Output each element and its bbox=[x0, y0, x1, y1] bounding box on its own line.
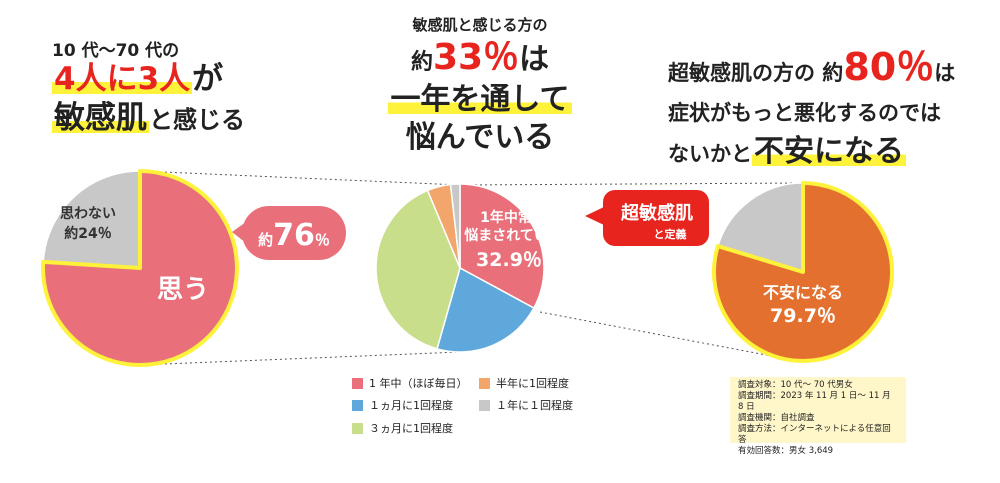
legend-item-quarterly: ３ヵ月に1回程度 bbox=[352, 420, 453, 436]
legend-item-monthly: １ヵ月に1回程度 bbox=[352, 397, 453, 413]
callout-2-line1: 超敏感肌 bbox=[621, 202, 693, 224]
headline-2-percent: 33％ bbox=[432, 37, 520, 78]
headline-2-post: は bbox=[519, 42, 550, 77]
headline-3-line2: 症状がもっと悪化するのでは bbox=[668, 100, 941, 125]
pie2-label-line1: 1年中常に bbox=[480, 209, 546, 226]
pie1-no-value: 約24％ bbox=[64, 225, 111, 242]
headline-1-keyword: 敏感肌 bbox=[52, 99, 149, 136]
headline-2-pre: 約 bbox=[410, 50, 433, 75]
survey-note-line: 調査対象：10 代〜 70 代男女 bbox=[738, 380, 853, 390]
survey-note-line: 調査期間：2023 年 11 月 1 日〜 11 月 8 日 bbox=[738, 391, 891, 412]
survey-note-line: 調査機関：自社調査 bbox=[738, 413, 815, 423]
connector-line-1a bbox=[139, 170, 461, 186]
pie3-slice-1 bbox=[716, 182, 804, 274]
legend-swatch-half-year bbox=[479, 377, 490, 389]
legend-swatch-daily bbox=[352, 377, 363, 389]
pie2-label-line2: 悩まされている bbox=[464, 227, 562, 244]
legend-swatch-monthly bbox=[352, 399, 363, 411]
legend-label-monthly: １ヵ月に1回程度 bbox=[369, 399, 453, 412]
legend-label-quarterly: ３ヵ月に1回程度 bbox=[369, 422, 453, 435]
callout-1-unit: ％ bbox=[315, 231, 330, 249]
connector-line-1b bbox=[139, 351, 461, 366]
pie1-yes-label: 思う bbox=[157, 275, 209, 305]
headline-2-line3: 一年を通して bbox=[388, 82, 572, 118]
legend-item-daily: 1 年中（ほぼ毎日） bbox=[352, 375, 468, 391]
connector-line-2a bbox=[459, 182, 804, 186]
callout-super-sensitive: 超敏感肌 と定義 bbox=[585, 190, 709, 246]
survey-note-line: 調査方法：インターネットによる任意回答 bbox=[738, 424, 891, 445]
pie3-label-value: 79.7％ bbox=[770, 305, 836, 327]
headline-1-line1: 10 代〜70 代の bbox=[52, 41, 180, 61]
callout-1-value: 76 bbox=[273, 218, 315, 253]
headline-3-post: は bbox=[934, 61, 956, 85]
pie-chart-anxiety bbox=[712, 181, 894, 363]
headline-1-tail: と感じる bbox=[149, 105, 245, 134]
headline-2-line1: 敏感肌と感じる方の bbox=[412, 16, 548, 34]
survey-note-line: 有効回答数：男女 3,649 bbox=[738, 446, 834, 456]
callout-1-text: 約76％ bbox=[258, 218, 330, 253]
pie1-slice-0 bbox=[41, 169, 239, 367]
callout-2-line2: と定義 bbox=[654, 227, 687, 241]
pie2-slice-1 bbox=[436, 266, 535, 353]
pie-chart-frequency bbox=[375, 183, 545, 353]
legend-swatch-yearly bbox=[479, 399, 490, 411]
headline-3-highlight: 不安になる bbox=[752, 134, 906, 170]
callout-76-percent: 約76％ bbox=[232, 206, 346, 260]
headline-1: 4人に3人が 敏感肌と感じる bbox=[52, 60, 245, 138]
headline-1-highlight: 4人に3人 bbox=[52, 61, 193, 97]
pie3-slice-0 bbox=[712, 181, 894, 363]
pie2-slice-2 bbox=[375, 189, 461, 350]
legend-label-half-year: 半年に1回程度 bbox=[496, 377, 569, 390]
pie2-slice-4 bbox=[449, 183, 461, 269]
legend-label-yearly: １年に１回程度 bbox=[496, 399, 573, 412]
legend-label-daily: 1 年中（ほぼ毎日） bbox=[369, 377, 468, 390]
legend-swatch-quarterly bbox=[352, 422, 363, 434]
pie-chart-sensitive-skin bbox=[41, 169, 239, 367]
survey-note: 調査対象：10 代〜 70 代男女 調査期間：2023 年 11 月 1 日〜 … bbox=[730, 377, 906, 456]
legend-item-half-year: 半年に1回程度 bbox=[479, 375, 569, 391]
callout-2-bubble bbox=[603, 190, 709, 246]
headline-3-pre: 超敏感肌の方の 約 bbox=[668, 61, 844, 85]
callout-1-bubble bbox=[242, 206, 346, 260]
pie2-label-value: 32.9％ bbox=[476, 249, 542, 271]
headline-2-line4: 悩んでいる bbox=[405, 120, 555, 156]
pie1-no-label: 思わない bbox=[60, 206, 116, 222]
pie1-slice-1 bbox=[42, 170, 141, 269]
headline-3-percent: 80％ bbox=[843, 45, 935, 89]
headline-2: 敏感肌と感じる方の 約33％は 一年を通して 悩んでいる bbox=[380, 14, 580, 158]
headline-3: 超敏感肌の方の 約80％は 症状がもっと悪化するのでは ないかと不安になる bbox=[668, 38, 955, 176]
pie2-slice-0 bbox=[459, 183, 545, 310]
pie3-label-line1: 不安になる bbox=[763, 283, 843, 302]
legend-item-yearly: １年に１回程度 bbox=[479, 397, 573, 413]
headline-1-suffix: が bbox=[192, 61, 224, 97]
callout-1-pre: 約 bbox=[258, 231, 273, 249]
headline-3-line3-pre: ないかと bbox=[668, 142, 752, 167]
callout-2-pointer bbox=[585, 206, 606, 226]
